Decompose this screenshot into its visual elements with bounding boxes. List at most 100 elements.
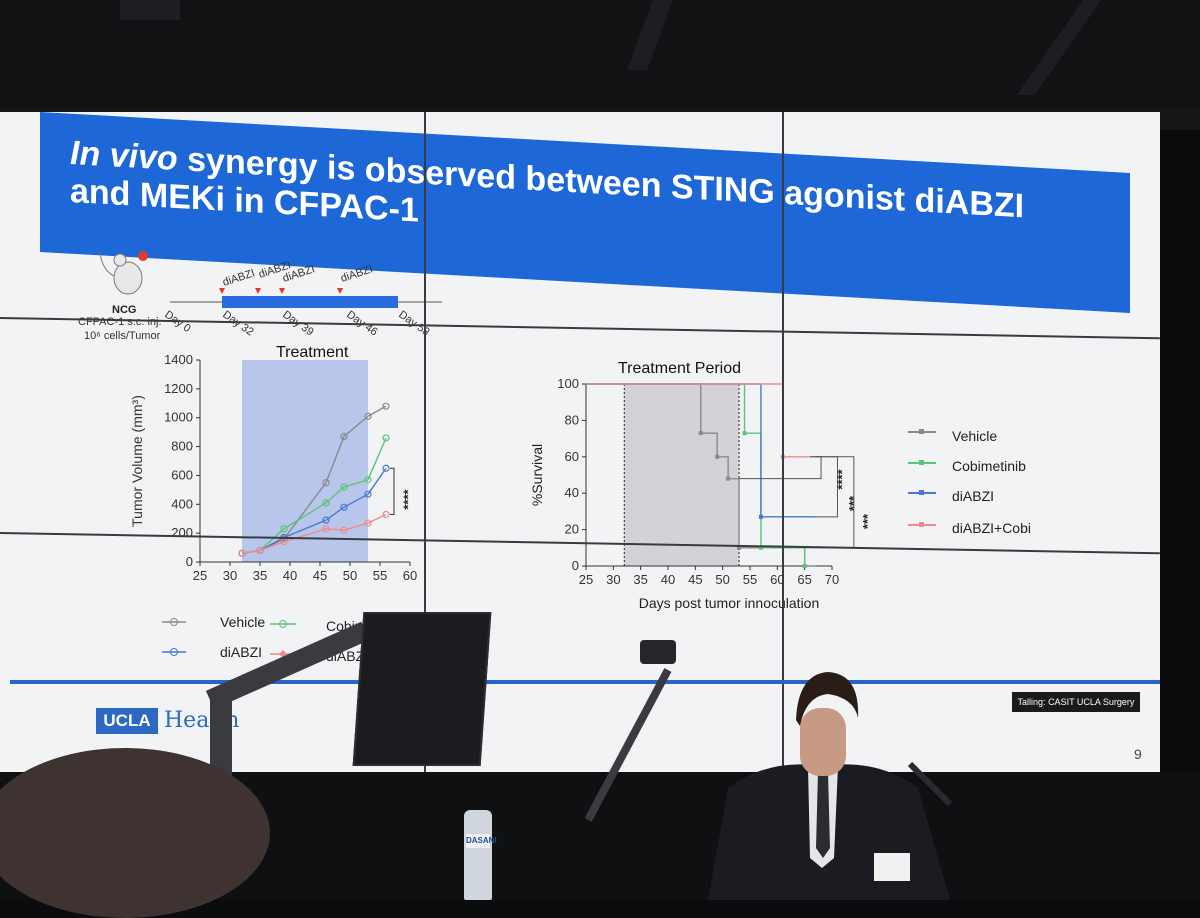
- censor-mark: [726, 476, 731, 481]
- audience-head: [0, 748, 270, 918]
- speaker-person: [708, 672, 953, 900]
- treatment-bar: [222, 296, 398, 308]
- left-legend-vehicle: Vehicle: [220, 614, 266, 630]
- right-significance-1: ****: [834, 469, 850, 490]
- title-italic: In vivo: [70, 134, 178, 179]
- y-tick-label: 1400: [164, 352, 193, 367]
- mouse-icon: [99, 251, 148, 295]
- right-legend-cobimetinib: Cobimetinib: [952, 458, 1026, 474]
- right-significance-3: ***: [860, 513, 876, 530]
- series-line: [241, 513, 387, 555]
- data-point: [256, 546, 264, 555]
- projection-screen: In vivo synergy is observed between STIN…: [0, 112, 1160, 772]
- x-tick-label: 70: [825, 572, 839, 587]
- tumor-volume-chart: 0 200 400 600 800 1000 1200 1400 25 30 35 40 45 50 55 6…: [129, 352, 417, 583]
- y-tick-label: 0: [186, 554, 193, 569]
- data-point: [322, 525, 330, 533]
- dose-marker: [255, 288, 261, 294]
- data-point: [364, 476, 372, 484]
- confidence-monitor: [352, 612, 492, 766]
- y-tick-label: 600: [171, 467, 193, 482]
- dose-marker: [337, 288, 343, 294]
- mouse-label: NCG: [112, 304, 137, 316]
- data-point: [382, 402, 390, 410]
- x-tick-label: 55: [743, 572, 757, 587]
- left-significance: ****: [400, 489, 416, 510]
- censor-mark: [698, 431, 703, 436]
- data-point: [382, 464, 390, 472]
- data-point: [364, 490, 372, 498]
- data-point: [322, 499, 330, 507]
- data-point: [340, 526, 348, 534]
- censor-mark: [742, 431, 747, 436]
- y-tick-label: 40: [565, 485, 579, 500]
- x-tick-label: 25: [193, 568, 207, 583]
- y-tick-label: 20: [565, 522, 579, 537]
- footer-bar: [10, 680, 1160, 684]
- x-tick-label: 40: [283, 568, 297, 583]
- y-tick-label: 100: [557, 376, 579, 391]
- right-legend-diabzi: diABZI: [952, 488, 995, 504]
- treatment-shade: [624, 384, 740, 566]
- y-tick-label: 400: [171, 496, 193, 511]
- screen-seam: [424, 112, 426, 772]
- x-tick-label: 35: [253, 568, 267, 583]
- data-point: [238, 549, 246, 557]
- data-point: [364, 519, 372, 527]
- right-treatment-label: Treatment Period: [618, 360, 742, 377]
- injection-line2: 10⁶ cells/Tumor: [84, 330, 161, 342]
- treatment-shade: [242, 360, 368, 562]
- left-treatment-label: Treatment: [276, 344, 349, 361]
- data-point: [340, 503, 348, 511]
- caption-tag: Talling: CASIT UCLA Surgery: [1012, 692, 1140, 712]
- left-legend-markers: [162, 618, 186, 656]
- x-tick-label: 25: [579, 572, 593, 587]
- x-tick-label: 60: [403, 568, 417, 583]
- x-tick-label: 50: [343, 568, 357, 583]
- y-tick-label: 0: [572, 558, 579, 573]
- x-tick-label: 40: [661, 572, 675, 587]
- water-bottle: [464, 810, 492, 900]
- y-tick-label: 200: [171, 525, 193, 540]
- dose-marker: [219, 288, 225, 294]
- x-tick-label: 45: [688, 572, 702, 587]
- data-point: [382, 510, 390, 518]
- x-tick-label: 55: [373, 568, 387, 583]
- data-point: [322, 479, 330, 487]
- dose-label: diABZI: [221, 267, 256, 289]
- right-legend-vehicle: Vehicle: [952, 428, 998, 444]
- x-tick-label: 65: [797, 572, 811, 587]
- significance-bracket: [739, 456, 822, 480]
- dose-marker: [279, 288, 285, 294]
- x-tick-label: 45: [313, 568, 327, 583]
- x-tick-label: 60: [770, 572, 784, 587]
- y-tick-label: 80: [565, 412, 579, 427]
- data-point: [280, 525, 288, 533]
- data-point: [340, 432, 348, 441]
- significance-bracket: [390, 467, 395, 515]
- y-axis-label: Tumor Volume (mm³): [129, 395, 145, 527]
- right-legend-combo: diABZI+Cobi: [952, 520, 1031, 536]
- ceiling-beam: [120, 0, 180, 20]
- survival-chart: 0 20 40 60 80 100 25 30 35 40 45 50 55 60 65 70 Days pos…: [529, 376, 855, 611]
- camera: [640, 640, 676, 664]
- data-point: [382, 434, 390, 442]
- data-point: [364, 412, 372, 420]
- y-axis-label: %Survival: [529, 444, 545, 506]
- x-tick-label: 30: [606, 572, 620, 587]
- x-tick-label: 35: [633, 572, 647, 587]
- right-significance-2: ***: [846, 495, 862, 512]
- x-tick-label: 50: [715, 572, 729, 587]
- y-tick-label: 60: [565, 449, 579, 464]
- data-point: [340, 483, 348, 491]
- bottle-label: DASANI: [466, 834, 497, 848]
- censor-mark: [758, 514, 763, 519]
- y-tick-label: 800: [171, 439, 193, 454]
- censor-mark: [737, 545, 742, 550]
- ceiling: [0, 0, 1200, 110]
- y-tick-label: 1200: [164, 381, 193, 396]
- censor-mark: [802, 564, 807, 568]
- x-tick-label: 30: [223, 568, 237, 583]
- dose-label: diABZI: [339, 263, 374, 285]
